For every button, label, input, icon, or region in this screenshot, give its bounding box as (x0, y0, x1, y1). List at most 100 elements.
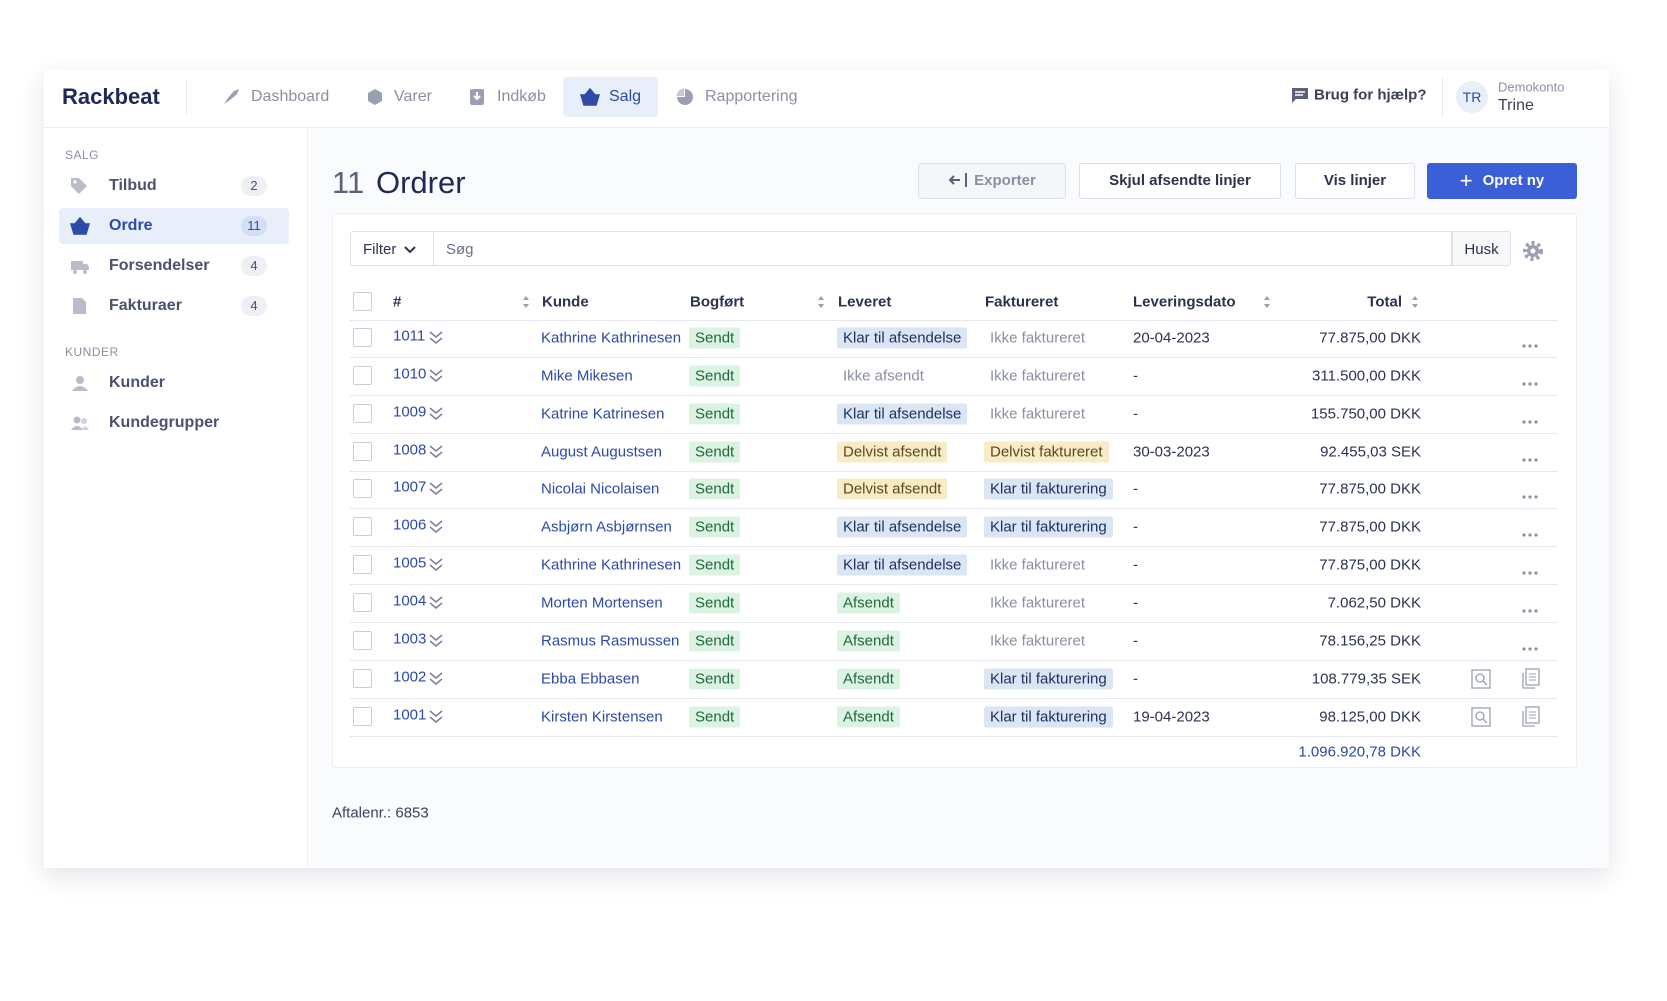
order-total: 77.875,00 DKK (1319, 518, 1421, 536)
sidebar-item[interactable]: Ordre (109, 217, 153, 234)
row-checkbox[interactable] (353, 292, 372, 311)
order-number[interactable]: 1008 (393, 441, 427, 459)
row-checkbox[interactable] (353, 479, 372, 499)
sidebar (44, 128, 308, 868)
status-tag: Afsendt (837, 706, 900, 727)
order-count: 11 (332, 165, 365, 200)
hide-sent-button[interactable]: Skjul afsendte linjer (1079, 163, 1281, 199)
more-menu-svg (1522, 382, 1538, 386)
row-checkbox[interactable] (353, 592, 372, 612)
account-name: Demokonto (1498, 79, 1565, 95)
status-tag: Sendt (689, 365, 741, 387)
row-checkbox[interactable] (353, 365, 372, 385)
nav-item[interactable]: Varer (394, 88, 432, 105)
status-tag: Delvist afsendt (837, 478, 948, 500)
preview-icon-svg (1471, 706, 1491, 727)
order-number[interactable]: 1003 (393, 630, 427, 648)
sidebar-icon-svg (69, 216, 91, 235)
status-text: Ikke faktureret (990, 367, 1086, 385)
status-text: Ikke afsendt (843, 367, 924, 385)
nav-item[interactable]: Salg (609, 88, 642, 105)
row-checkbox[interactable] (353, 555, 372, 575)
row-checkbox[interactable] (353, 630, 372, 650)
expand-icon (429, 331, 443, 350)
divider (186, 80, 187, 114)
show-lines-button[interactable]: Vis linjer (1295, 163, 1415, 199)
expand-icon (429, 369, 443, 388)
sidebar-icon (70, 374, 90, 397)
customer-name[interactable]: Mike Mikesen (541, 367, 633, 385)
customer-name[interactable]: Kathrine Kathrinesen (541, 556, 682, 574)
order-total: 311.500,00 DKK (1312, 367, 1421, 385)
customer-name[interactable]: Kathrine Kathrinesen (541, 329, 682, 347)
sidebar-item[interactable]: Tilbud (109, 177, 157, 194)
preview-icon (1471, 668, 1491, 694)
remember-button[interactable]: Husk (1452, 231, 1511, 266)
more-menu (1522, 335, 1538, 353)
nav-item[interactable]: Dashboard (251, 88, 330, 105)
customer-name[interactable]: Rasmus Rasmussen (541, 632, 680, 650)
create-button[interactable]: + Opret ny (1427, 163, 1577, 199)
nav-item[interactable]: Indkøb (497, 88, 546, 105)
order-number[interactable]: 1006 (393, 516, 427, 534)
settings-icon[interactable] (1522, 240, 1544, 262)
help-link[interactable]: Brug for hjælp? (1314, 86, 1427, 104)
sidebar-item[interactable]: Fakturaer (109, 297, 182, 314)
customer-name[interactable]: Kirsten Kirstensen (541, 708, 663, 725)
more-menu (1522, 600, 1538, 618)
delivery-date: 20-04-2023 (1133, 329, 1210, 347)
row-checkbox[interactable] (353, 403, 372, 423)
customer-name[interactable]: Asbjørn Asbjørnsen (541, 518, 672, 536)
column-header: Leveringsdato (1133, 293, 1236, 311)
more-menu-svg (1522, 647, 1538, 651)
order-number[interactable]: 1005 (393, 554, 427, 572)
row-checkbox[interactable] (353, 328, 372, 347)
customer-name[interactable]: Morten Mortensen (541, 594, 663, 612)
row-checkbox[interactable] (353, 668, 372, 688)
export-button[interactable]: Exporter (918, 163, 1066, 199)
order-number[interactable]: 1007 (393, 478, 427, 496)
count-badge: 11 (241, 216, 267, 236)
sum-total: 1.096.920,78 DKK (1298, 743, 1421, 761)
sort-icon (817, 295, 825, 314)
order-number[interactable]: 1004 (393, 592, 427, 610)
expand-icon (429, 520, 443, 539)
copy-icon-svg (1522, 667, 1540, 689)
order-number[interactable]: 1002 (393, 668, 427, 686)
row-checkbox[interactable] (353, 441, 372, 461)
sidebar-item[interactable]: Kunder (109, 374, 165, 391)
row-checkbox[interactable] (353, 517, 372, 537)
page-title: Ordrer (376, 165, 466, 200)
order-number[interactable]: 1011 (393, 327, 426, 345)
customer-name[interactable]: Nicolai Nicolaisen (541, 480, 660, 498)
customer-name[interactable]: Katrine Katrinesen (541, 405, 665, 423)
more-menu (1522, 524, 1538, 542)
status-tag: Afsendt (837, 630, 900, 652)
expand-icon-svg (429, 558, 443, 572)
copy-icon (1521, 705, 1541, 733)
sort-icon (1263, 295, 1271, 314)
delivery-date: - (1133, 632, 1138, 650)
expand-icon-svg (429, 672, 443, 685)
avatar[interactable]: TR (1456, 81, 1488, 113)
search-input[interactable]: Søg (434, 231, 1452, 266)
customer-name[interactable]: August Augustsen (541, 443, 662, 461)
customer-name[interactable]: Ebba Ebbasen (541, 670, 640, 688)
count-badge: 4 (241, 296, 267, 316)
count-badge: 4 (241, 256, 267, 276)
user-name: Trine (1498, 97, 1534, 114)
row-line (350, 736, 1558, 737)
expand-icon-svg (429, 407, 443, 420)
column-header: Faktureret (985, 293, 1059, 311)
order-number[interactable]: 1009 (393, 403, 427, 421)
sidebar-item[interactable]: Kundegrupper (109, 414, 220, 431)
more-menu-svg (1522, 571, 1538, 575)
row-checkbox[interactable] (353, 706, 372, 726)
sidebar-item[interactable]: Forsendelser (109, 257, 210, 274)
section-title: KUNDER (65, 345, 119, 359)
filter-dropdown[interactable]: Filter (350, 231, 434, 266)
nav-item[interactable]: Rapportering (705, 88, 798, 105)
status-tag: Sendt (689, 630, 741, 652)
order-number[interactable]: 1010 (393, 365, 427, 383)
order-number[interactable]: 1001 (393, 706, 427, 723)
